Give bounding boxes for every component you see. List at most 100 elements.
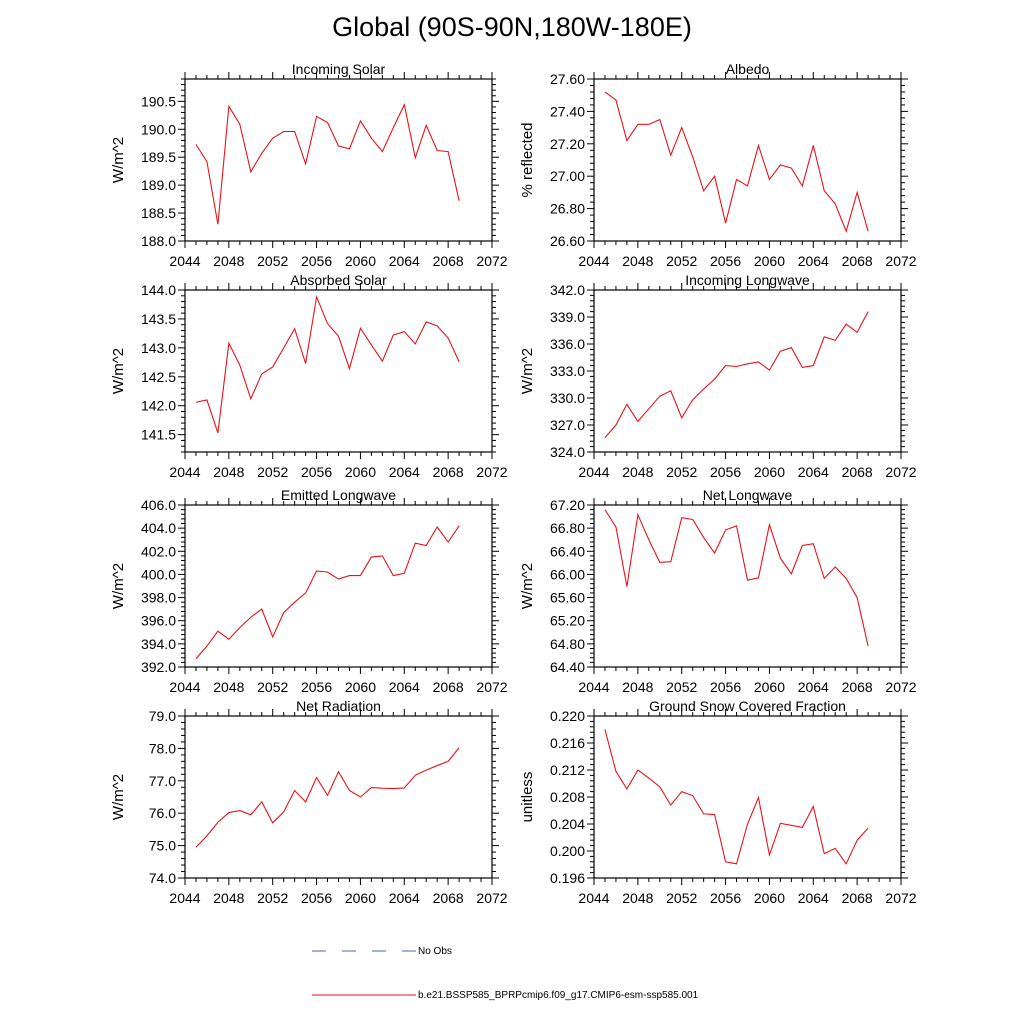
figure-title: Global (90S-90N,180W-180E) xyxy=(0,12,1024,43)
y-tick-label: 65.20 xyxy=(550,613,585,629)
x-tick-label: 2052 xyxy=(666,464,697,480)
y-axis-label: % reflected xyxy=(519,122,536,197)
y-tick-label: 27.60 xyxy=(550,71,585,87)
y-axis-label: W/m^2 xyxy=(110,563,127,609)
x-tick-label: 2044 xyxy=(169,890,200,906)
plot-frame xyxy=(594,290,901,452)
x-tick-label: 2056 xyxy=(301,464,332,480)
x-tick-label: 2064 xyxy=(389,464,420,480)
x-tick-label: 2064 xyxy=(389,890,420,906)
x-tick-label: 2048 xyxy=(622,890,653,906)
plot-frame xyxy=(185,79,492,241)
x-tick-label: 2064 xyxy=(798,253,829,269)
x-tick-label: 2056 xyxy=(710,890,741,906)
series-line xyxy=(196,748,459,847)
x-tick-label: 2060 xyxy=(345,253,376,269)
x-tick-label: 2072 xyxy=(885,890,916,906)
y-tick-label: 142.5 xyxy=(141,369,176,385)
panel-title: Net Radiation xyxy=(296,698,381,714)
series-line xyxy=(196,297,459,433)
x-tick-label: 2064 xyxy=(798,679,829,695)
y-tick-label: 78.0 xyxy=(149,740,176,756)
y-tick-label: 75.0 xyxy=(149,838,176,854)
x-tick-label: 2048 xyxy=(213,679,244,695)
series-line xyxy=(605,92,868,231)
y-axis-label: W/m^2 xyxy=(110,348,127,394)
y-tick-label: 0.196 xyxy=(550,870,585,886)
plot-frame xyxy=(594,716,901,878)
x-tick-label: 2056 xyxy=(710,464,741,480)
x-tick-label: 2060 xyxy=(345,464,376,480)
x-tick-label: 2044 xyxy=(578,464,609,480)
x-tick-label: 2052 xyxy=(257,464,288,480)
y-tick-label: 67.20 xyxy=(550,497,585,513)
y-tick-label: 402.0 xyxy=(141,543,176,559)
panel-title: Incoming Longwave xyxy=(685,272,810,288)
panel-title: Emitted Longwave xyxy=(281,487,396,503)
x-tick-label: 2056 xyxy=(301,253,332,269)
x-tick-label: 2044 xyxy=(578,679,609,695)
series-line xyxy=(196,105,459,225)
plot-frame xyxy=(185,290,492,452)
x-tick-label: 2060 xyxy=(345,890,376,906)
y-tick-label: 188.5 xyxy=(141,205,176,221)
x-tick-label: 2072 xyxy=(885,464,916,480)
x-tick-label: 2064 xyxy=(389,253,420,269)
y-tick-label: 324.0 xyxy=(550,444,585,460)
y-tick-label: 333.0 xyxy=(550,363,585,379)
plot-frame xyxy=(185,505,492,667)
x-tick-label: 2068 xyxy=(842,679,873,695)
x-tick-label: 2052 xyxy=(257,679,288,695)
x-tick-label: 2060 xyxy=(345,679,376,695)
x-tick-label: 2060 xyxy=(754,464,785,480)
y-axis-label: W/m^2 xyxy=(110,774,127,820)
x-tick-label: 2068 xyxy=(842,253,873,269)
x-tick-label: 2072 xyxy=(476,253,507,269)
panel-title: Absorbed Solar xyxy=(290,272,387,288)
x-tick-label: 2052 xyxy=(666,890,697,906)
series-line xyxy=(605,510,868,647)
y-tick-label: 27.20 xyxy=(550,136,585,152)
x-tick-label: 2048 xyxy=(622,679,653,695)
legend: No Obsb.e21.BSSP585_BPRPcmip6.f09_g17.CM… xyxy=(312,946,699,1001)
x-tick-label: 2068 xyxy=(433,464,464,480)
panel-title: Net Longwave xyxy=(703,487,793,503)
x-tick-label: 2060 xyxy=(754,679,785,695)
x-tick-label: 2068 xyxy=(842,890,873,906)
x-tick-label: 2048 xyxy=(213,890,244,906)
x-tick-label: 2048 xyxy=(622,464,653,480)
x-tick-label: 2044 xyxy=(169,679,200,695)
y-tick-label: 398.0 xyxy=(141,590,176,606)
series-line xyxy=(605,730,868,864)
x-tick-label: 2044 xyxy=(578,890,609,906)
y-tick-label: 142.0 xyxy=(141,398,176,414)
y-tick-label: 0.220 xyxy=(550,708,585,724)
panel-title: Albedo xyxy=(726,61,770,77)
y-tick-label: 0.216 xyxy=(550,735,585,751)
x-tick-label: 2048 xyxy=(622,253,653,269)
x-tick-label: 2064 xyxy=(798,890,829,906)
x-tick-label: 2068 xyxy=(433,890,464,906)
panel-8: 2044 2048 2052 2056 2060 2064 2068 2072 0.196 0.2… xyxy=(519,698,917,906)
x-tick-label: 2072 xyxy=(476,890,507,906)
x-tick-label: 2072 xyxy=(885,253,916,269)
plot-frame xyxy=(594,505,901,667)
x-tick-label: 2052 xyxy=(666,253,697,269)
y-axis-label: unitless xyxy=(519,772,536,823)
x-tick-label: 2044 xyxy=(578,253,609,269)
y-tick-label: 141.5 xyxy=(141,427,176,443)
y-axis-label: W/m^2 xyxy=(519,563,536,609)
y-tick-label: 396.0 xyxy=(141,613,176,629)
x-tick-label: 2072 xyxy=(476,464,507,480)
y-tick-label: 66.80 xyxy=(550,520,585,536)
y-tick-label: 327.0 xyxy=(550,417,585,433)
y-tick-label: 189.0 xyxy=(141,177,176,193)
x-tick-label: 2064 xyxy=(798,464,829,480)
y-tick-label: 27.00 xyxy=(550,168,585,184)
x-tick-label: 2060 xyxy=(754,890,785,906)
